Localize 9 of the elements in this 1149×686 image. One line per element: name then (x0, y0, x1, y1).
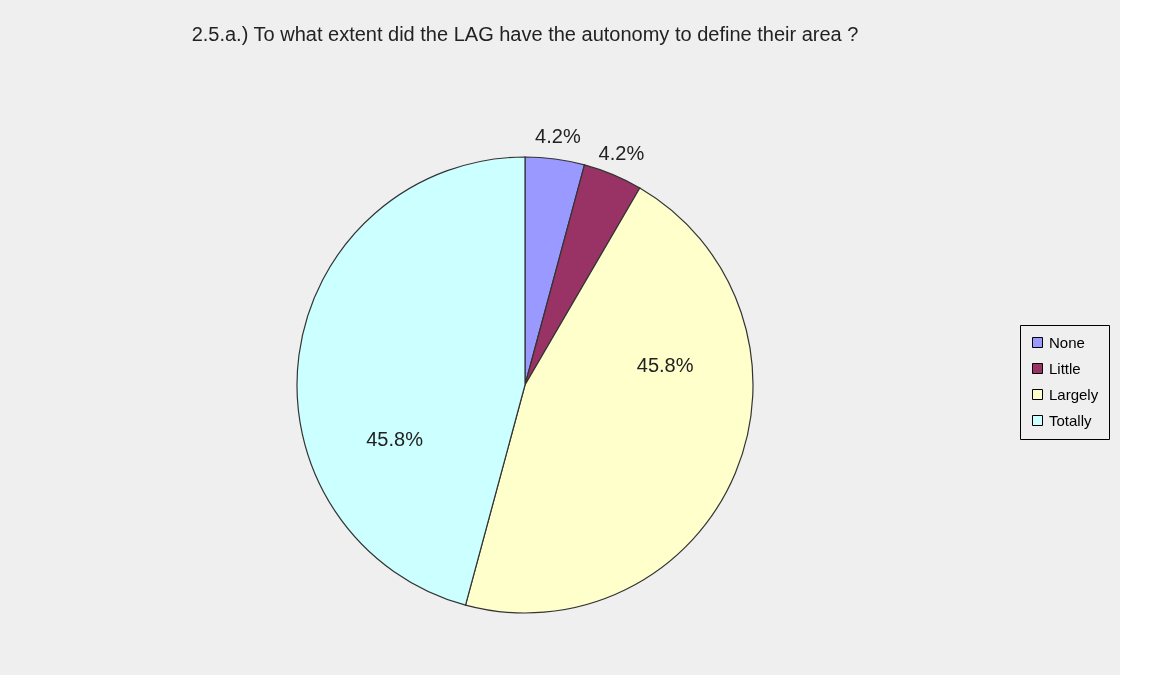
data-label: 45.8% (636, 354, 694, 377)
legend-label: Totally (1049, 411, 1093, 429)
legend-label: None (1049, 333, 1085, 351)
data-label: 45.8% (366, 427, 424, 450)
data-label: 4.2% (598, 142, 645, 165)
chart-title: 2.5.a.) To what extent did the LAG have the autonomy to define their area ? (191, 23, 859, 45)
legend-label: Largely (1049, 385, 1099, 403)
legend-label: Little (1049, 359, 1081, 377)
data-label: 4.2% (535, 125, 581, 148)
